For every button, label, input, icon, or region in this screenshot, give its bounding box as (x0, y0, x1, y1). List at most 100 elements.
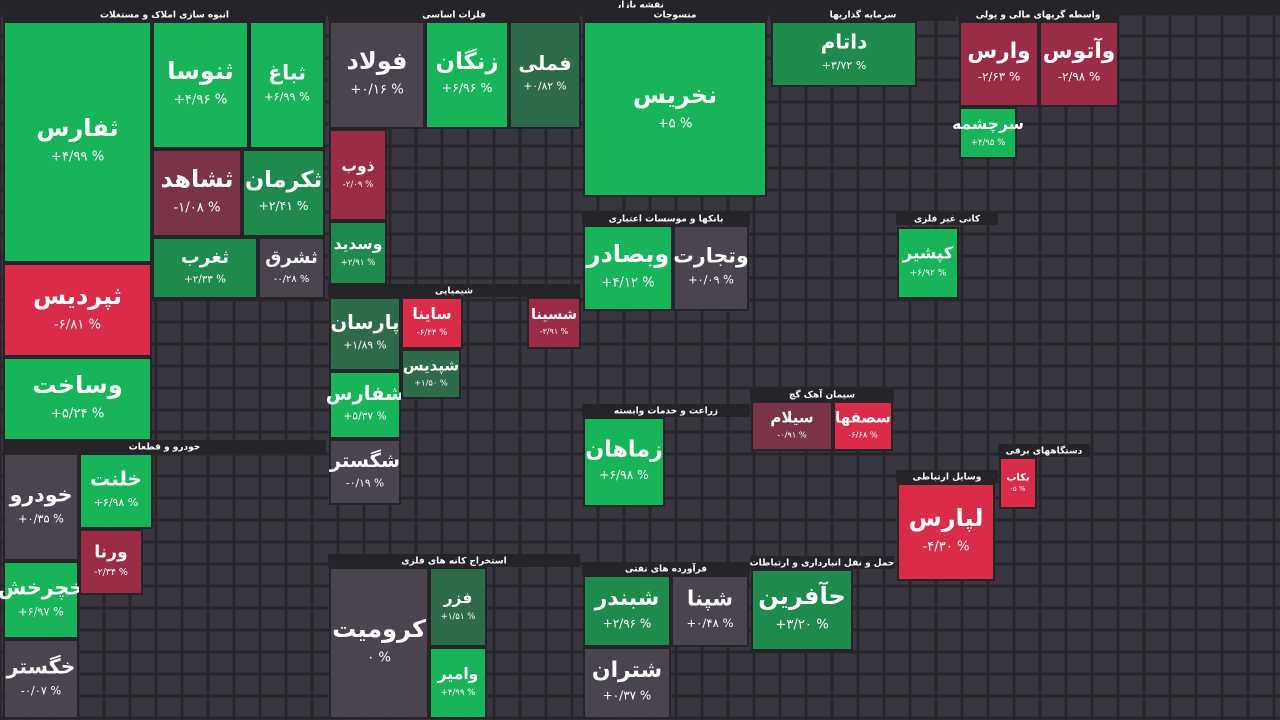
cell-texture (806, 278, 832, 300)
cell-texture (1222, 652, 1248, 674)
cell-texture (208, 410, 234, 432)
cell-texture (1014, 564, 1040, 586)
cell-texture (806, 696, 832, 718)
cell-texture (858, 278, 884, 300)
cell-texture (312, 520, 338, 542)
cell-texture (858, 586, 884, 608)
tile-value-label: -۰/۰۷ % (21, 684, 62, 697)
cell-texture (208, 630, 234, 652)
cell-texture (78, 652, 104, 674)
cell-texture (962, 432, 988, 454)
tile (329, 567, 429, 719)
cell-texture (442, 476, 468, 498)
cell-texture (598, 542, 624, 564)
cell-texture (702, 498, 728, 520)
cell-texture (806, 476, 832, 498)
cell-texture (884, 366, 910, 388)
cell-texture (286, 498, 312, 520)
cell-texture (806, 454, 832, 476)
tile-value-label: +۵/۲۴ % (51, 406, 104, 421)
cell-texture (1274, 256, 1280, 278)
cell-texture (1170, 520, 1196, 542)
cell-texture (1170, 14, 1196, 36)
cell-texture (1196, 608, 1222, 630)
cell-texture (260, 696, 286, 718)
cell-texture (1040, 476, 1066, 498)
cell-texture (832, 520, 858, 542)
cell-texture (858, 630, 884, 652)
cell-texture (1144, 388, 1170, 410)
cell-texture (858, 696, 884, 718)
cell-texture (910, 344, 936, 366)
sector-header (750, 556, 894, 569)
tile-name: داتام (821, 30, 868, 54)
tile-name: ثغرب (181, 247, 229, 268)
cell-texture (1274, 234, 1280, 256)
cell-texture (1196, 36, 1222, 58)
cell-texture (806, 498, 832, 520)
cell-texture (910, 630, 936, 652)
cell-texture (494, 674, 520, 696)
cell-texture (520, 498, 546, 520)
cell-texture (1222, 58, 1248, 80)
cell-texture (1144, 498, 1170, 520)
cell-texture (806, 146, 832, 168)
cell-texture (962, 630, 988, 652)
cell-texture (988, 366, 1014, 388)
cell-texture (1274, 58, 1280, 80)
cell-texture (286, 630, 312, 652)
cell-texture (910, 674, 936, 696)
cell-texture (468, 190, 494, 212)
cell-texture (1066, 190, 1092, 212)
tile-name: نخریس (633, 81, 717, 109)
cell-texture (962, 344, 988, 366)
cell-texture (286, 674, 312, 696)
cell-texture (702, 542, 728, 564)
cell-texture (1144, 80, 1170, 102)
cell-texture (468, 366, 494, 388)
cell-texture (1144, 234, 1170, 256)
sector-header (998, 444, 1090, 457)
cell-texture (936, 322, 962, 344)
cell-texture (962, 322, 988, 344)
cell-texture (1222, 102, 1248, 124)
cell-texture (858, 234, 884, 256)
cell-texture (1222, 432, 1248, 454)
cell-texture (182, 696, 208, 718)
cell-texture (156, 586, 182, 608)
cell-texture (832, 256, 858, 278)
cell-texture (156, 498, 182, 520)
tile-name: ثشاهد (161, 165, 234, 193)
cell-texture (390, 146, 416, 168)
sector-header (582, 404, 750, 417)
cell-texture (754, 322, 780, 344)
cell-texture (1248, 454, 1274, 476)
cell-texture (598, 344, 624, 366)
cell-texture (1274, 124, 1280, 146)
cell-texture (1222, 278, 1248, 300)
cell-texture (676, 344, 702, 366)
tile-value-label: +۰/۰۹ % (688, 273, 734, 286)
tile (329, 221, 387, 285)
cell-texture (442, 190, 468, 212)
cell-texture (754, 696, 780, 718)
cell-texture (1092, 124, 1118, 146)
cell-texture (1274, 498, 1280, 520)
tile (583, 575, 671, 647)
tile-value-label: +۴/۹۹ % (441, 688, 476, 698)
cell-texture (1196, 498, 1222, 520)
cell-texture (1118, 80, 1144, 102)
cell-texture (1170, 366, 1196, 388)
cell-texture (1248, 674, 1274, 696)
cell-texture (780, 300, 806, 322)
cell-texture (1092, 300, 1118, 322)
cell-texture (910, 388, 936, 410)
cell-texture (1248, 366, 1274, 388)
tile-name: فولاد (347, 47, 408, 75)
cell-texture (416, 498, 442, 520)
cell-texture (702, 344, 728, 366)
cell-texture (156, 300, 182, 322)
cell-texture (650, 344, 676, 366)
cell-texture (858, 608, 884, 630)
cell-texture (1248, 630, 1274, 652)
